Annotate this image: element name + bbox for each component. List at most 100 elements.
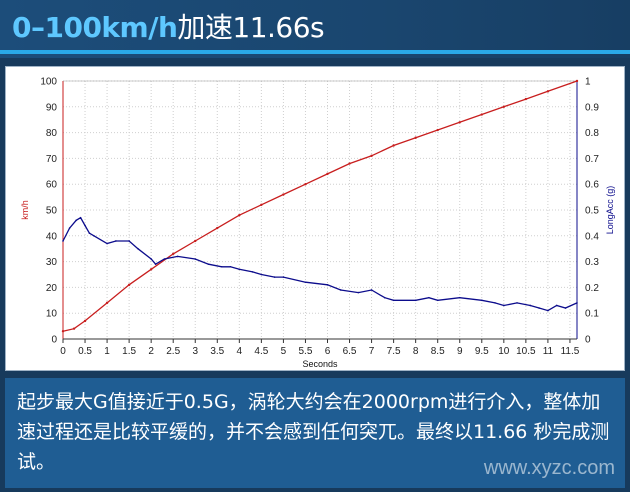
longacc-point	[480, 299, 483, 302]
speed-point	[502, 105, 506, 108]
longacc-point	[326, 284, 329, 286]
x-tick-label: 9.5	[475, 346, 489, 357]
y2-tick-label: 0.1	[585, 309, 599, 320]
longacc-point	[251, 271, 254, 273]
y-tick-label: 80	[46, 128, 58, 139]
longacc-point	[88, 232, 91, 235]
x-tick-label: 2.5	[166, 346, 180, 357]
longacc-point	[75, 219, 78, 222]
longacc-point	[436, 299, 439, 302]
longacc-point	[128, 240, 130, 242]
caption-text: 起步最大G值接近于0.5G，涡轮大约会在2000rpm进行介入，整体加速过程还是…	[17, 391, 610, 473]
title-highlight: 0–100km/h	[12, 11, 178, 44]
watermark-text: www.xyzc.com	[483, 457, 615, 479]
y2-tick-label: 0	[585, 335, 591, 346]
speed-point	[348, 162, 351, 165]
x-tick-label: 3.5	[210, 346, 224, 357]
longacc-point	[194, 258, 197, 260]
y2-tick-label: 0.5	[585, 206, 599, 217]
longacc-point	[238, 268, 241, 271]
longacc-point	[154, 263, 157, 265]
y2-axis-title: LongAcc (g)	[605, 186, 615, 235]
longacc-point	[458, 296, 461, 299]
longacc-point	[150, 258, 152, 260]
longacc-point	[384, 296, 386, 299]
x-tick-label: 2	[148, 346, 154, 357]
title-rest: 加速11.66s	[177, 11, 325, 44]
page-title: 0–100km/h加速11.66s	[12, 6, 325, 46]
speed-point	[304, 183, 307, 186]
y-tick-label: 60	[46, 180, 58, 191]
x-tick-label: 10	[498, 346, 510, 357]
longacc-point	[428, 296, 430, 299]
y2-tick-label: 0.8	[585, 128, 599, 139]
x-tick-label: 8.5	[431, 346, 445, 357]
x-tick-label: 1.5	[122, 346, 136, 357]
longacc-point	[538, 307, 540, 309]
y-axis-title: km/h	[20, 200, 30, 220]
y2-tick-label: 0.3	[585, 257, 599, 268]
y-tick-label: 90	[46, 102, 58, 113]
longacc-point	[106, 242, 108, 245]
speed-point	[127, 283, 131, 287]
longacc-point	[547, 309, 549, 312]
x-tick-label: 11.5	[561, 346, 580, 357]
x-tick-label: 6.5	[343, 346, 357, 357]
speed-point	[575, 79, 579, 83]
y2-tick-label: 0.6	[585, 180, 599, 191]
x-tick-label: 8	[413, 346, 419, 357]
longacc-point	[84, 224, 86, 227]
x-tick-label: 4.5	[254, 346, 268, 357]
longacc-point	[79, 216, 82, 219]
longacc-point	[93, 235, 95, 237]
x-tick-label: 0	[60, 346, 66, 357]
tick-labels: 010203040506070809010000.10.20.30.40.50.…	[20, 77, 615, 370]
x-axis-title: Seconds	[302, 359, 338, 369]
y-tick-label: 30	[46, 257, 58, 268]
speed-point	[436, 128, 439, 132]
acceleration-chart: 010203040506070809010000.10.20.30.40.50.…	[20, 77, 615, 370]
series	[61, 79, 579, 333]
speed-point	[61, 330, 65, 333]
longacc-point	[555, 304, 558, 307]
x-tick-label: 5	[281, 346, 287, 357]
title-banner: 0–100km/h加速11.66s	[0, 0, 630, 58]
longacc-point	[516, 302, 518, 304]
speed-point	[370, 154, 373, 158]
longacc-point	[304, 281, 307, 284]
speed-point	[72, 327, 76, 330]
y2-tick-label: 0.7	[585, 154, 599, 165]
watermark: www.xyzc.com	[415, 440, 615, 480]
x-tick-label: 5.5	[298, 346, 312, 357]
longacc-point	[357, 291, 360, 294]
axes	[62, 80, 578, 343]
speed-point	[524, 97, 528, 101]
speed-point	[172, 252, 175, 256]
longacc-point	[282, 276, 285, 278]
longacc-point	[564, 307, 567, 309]
speed-point	[392, 144, 395, 147]
speed-point	[260, 203, 263, 207]
x-tick-label: 7	[369, 346, 375, 357]
speed-point	[238, 213, 241, 217]
caption-panel: 起步最大G值接近于0.5G，涡轮大约会在2000rpm进行介入，整体加速过程还是…	[5, 378, 625, 488]
speed-point	[546, 90, 550, 93]
y-tick-label: 40	[46, 231, 58, 242]
grid	[62, 80, 577, 340]
x-tick-label: 4	[237, 346, 243, 357]
y2-tick-label: 1	[585, 77, 591, 88]
x-tick-label: 0.5	[78, 346, 92, 357]
longacc-point	[137, 247, 139, 250]
speed-point	[480, 113, 483, 116]
speed-point	[282, 193, 285, 196]
x-tick-label: 7.5	[387, 346, 401, 357]
speed-point	[194, 239, 197, 243]
longacc-point	[392, 299, 395, 302]
y-tick-label: 10	[46, 309, 58, 320]
x-tick-label: 9	[457, 346, 463, 357]
speed-point	[326, 172, 329, 176]
longacc-point	[260, 273, 263, 276]
longacc-point	[115, 240, 117, 242]
x-tick-label: 6	[325, 346, 331, 357]
longacc-point	[414, 299, 417, 302]
